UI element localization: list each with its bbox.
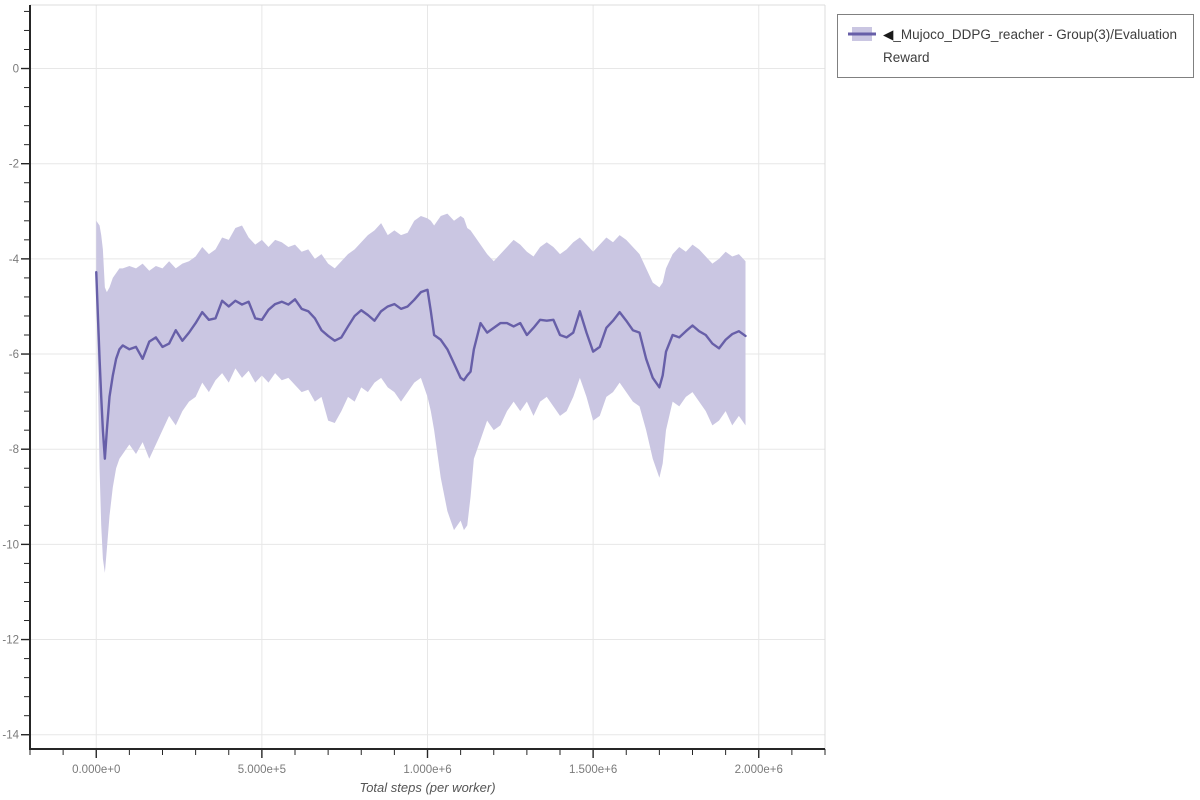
y-tick-label: -12 — [2, 635, 19, 647]
x-tick-label: 2.000e+6 — [735, 764, 783, 776]
x-tick-label: 0.000e+0 — [72, 764, 120, 776]
confidence-band-area — [96, 213, 746, 573]
x-axis-title: Total steps (per worker) — [359, 780, 495, 795]
mean-line-path — [95, 270, 747, 460]
legend-swatch-icon — [848, 27, 876, 41]
confidence-band — [96, 213, 746, 573]
y-tick-label: -14 — [2, 730, 19, 742]
legend-series-label: _Mujoco_DDPG_reacher - Group(3)/Evaluati… — [883, 27, 1178, 65]
x-tick-label: 5.000e+5 — [238, 764, 286, 776]
legend-collapse-icon[interactable]: ◀ — [883, 27, 894, 42]
y-tick-label: -2 — [9, 159, 19, 171]
x-axis: 0.000e+0 5.000e+5 1.000e+6 1.500e+6 2.000e+6 — [29, 748, 826, 776]
x-tick-label: 1.500e+6 — [569, 764, 617, 776]
y-tick-label: -6 — [9, 349, 19, 361]
mean-line — [95, 270, 747, 460]
y-tick-label: -8 — [9, 444, 19, 456]
y-tick-label: 0 — [13, 64, 19, 76]
y-axis: 0 -2 -4 -6 -8 -10 -12 -14 — [2, 5, 31, 750]
x-tick-label: 1.000e+6 — [403, 764, 451, 776]
y-tick-label: -10 — [2, 539, 19, 551]
gridlines — [30, 5, 825, 749]
y-tick-label: -4 — [9, 254, 20, 266]
plot-border — [30, 4, 826, 749]
legend-item[interactable]: ◀_Mujoco_DDPG_reacher - Group(3)/Evaluat… — [883, 23, 1183, 69]
legend[interactable]: ◀_Mujoco_DDPG_reacher - Group(3)/Evaluat… — [837, 14, 1194, 78]
